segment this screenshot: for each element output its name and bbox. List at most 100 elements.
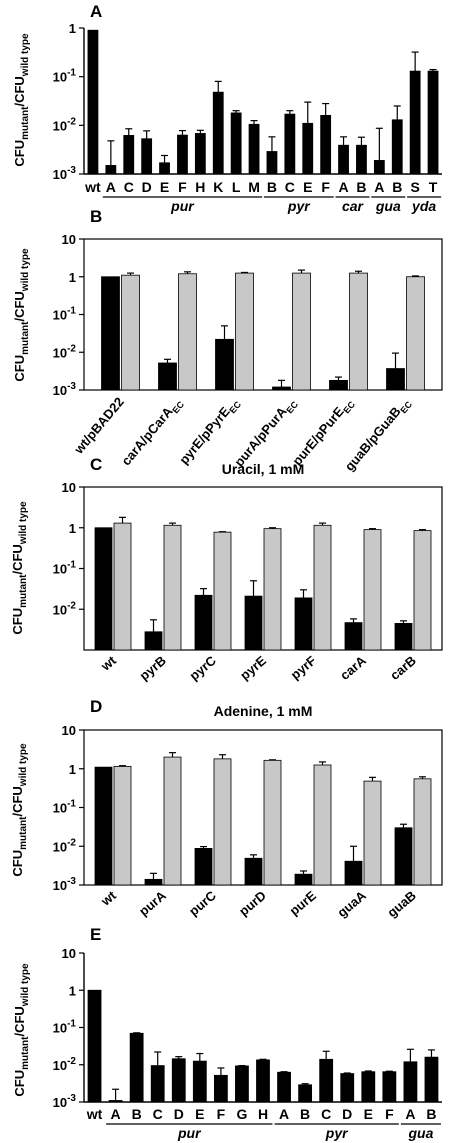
x-tick-label: A [405, 1106, 415, 1122]
x-tick-label: C [124, 179, 134, 195]
bar [213, 758, 232, 886]
x-tick-label: F [385, 1106, 394, 1122]
y-tick-label: 10 [62, 232, 76, 247]
x-tick-label: guaB [384, 888, 419, 920]
panel-letter: B [90, 207, 102, 226]
x-tick-label: B [267, 179, 277, 195]
panel-D: 10 1 10-1 10-2 10-3 D Adenine, 1 mM wt purA purC p… [53, 697, 443, 920]
bar [386, 368, 405, 391]
x-tick-label-text: purA [136, 887, 169, 918]
y-axis-label: CFUmutant/CFUwild type [12, 33, 31, 167]
y-tick-label: 10-1 [53, 68, 77, 85]
panel-C: 10 1 10-1 10-2 C Uracil, 1 mM wt pyrB pyrC pyrE py… [53, 455, 443, 683]
bar [178, 273, 197, 391]
x-tick-label: C [285, 179, 295, 195]
x-tick-label: carA [337, 652, 369, 682]
x-tick-label-text: guaA [334, 887, 369, 920]
x-tick-label: B [426, 1106, 436, 1122]
bar [409, 70, 421, 175]
bar [329, 379, 348, 391]
bar [382, 1071, 397, 1103]
bar [266, 151, 278, 175]
bar [144, 631, 163, 651]
panel-letter: E [90, 925, 101, 944]
bar [194, 594, 213, 651]
bar [94, 527, 113, 651]
x-tick-label-text: wt [97, 887, 119, 909]
y-tick-label: 10 [62, 723, 76, 738]
x-tick-label: F [178, 179, 187, 195]
bar [292, 272, 311, 391]
x-tick-label: wt [97, 652, 119, 674]
plot-frame [83, 729, 443, 886]
y-tick-label: 10-2 [53, 1056, 77, 1073]
bar [194, 133, 206, 175]
bar [159, 162, 170, 175]
bar [121, 274, 140, 391]
x-tick-label: pyrE [237, 653, 269, 683]
bar [361, 1071, 376, 1103]
x-tick-label: A [338, 179, 348, 195]
x-tick-label: wt [97, 887, 119, 909]
group-label: pyr [287, 198, 311, 214]
bar [213, 531, 232, 651]
x-tick-label: purD [236, 888, 269, 919]
plot-frame [83, 486, 443, 651]
y-axis-label-text: CFUmutant/CFUwild type [10, 501, 29, 635]
y-tick-label: 1 [69, 521, 76, 536]
bar [319, 1058, 334, 1103]
x-tick-label: wt/pBAD22 [71, 394, 127, 457]
y-axis-label-text: CFUmutant/CFUwild type [12, 248, 31, 382]
x-tick-label: A [106, 179, 116, 195]
x-tick-label: B [300, 1106, 310, 1122]
x-tick-label: purC [186, 887, 219, 918]
bar [298, 1084, 313, 1103]
y-axis-label: CFUmutant/CFUwild type [12, 248, 31, 382]
x-tick-label: purA [136, 887, 169, 918]
group-label: gua [407, 1125, 433, 1141]
bar [129, 1032, 144, 1103]
bar [150, 1065, 165, 1103]
bar [344, 622, 363, 651]
group-label: pyr [325, 1125, 349, 1141]
bar [302, 122, 314, 175]
y-axis-label: CFUmutant/CFUwild type [10, 501, 29, 635]
bar [356, 144, 367, 175]
y-tick-label: 10-3 [53, 165, 77, 182]
y-tick-label: 1 [69, 21, 76, 36]
y-tick-label: 10-1 [53, 560, 77, 577]
panel-letter: C [90, 455, 102, 474]
y-tick-label: 10-2 [53, 116, 77, 133]
bar [294, 873, 313, 886]
bar [263, 528, 282, 651]
bar [105, 165, 117, 175]
panel-letter: D [90, 697, 102, 716]
bar [144, 878, 163, 886]
panel-title: Uracil, 1 mM [222, 461, 304, 477]
x-tick-label: M [248, 179, 260, 195]
bar [113, 522, 132, 651]
y-tick-label: 10 [62, 480, 76, 495]
bar [344, 860, 363, 886]
x-tick-label: F [217, 1106, 226, 1122]
y-tick-label: 1 [69, 983, 76, 998]
bar [235, 272, 254, 391]
y-tick-label: 10-2 [53, 600, 77, 617]
x-tick-label: S [410, 179, 419, 195]
bar [363, 529, 382, 651]
x-tick-label: pyrF [288, 653, 319, 683]
group-label: yda [411, 198, 436, 214]
x-tick-label: A [374, 179, 384, 195]
bar [413, 530, 432, 651]
x-tick-label: wt [86, 1106, 103, 1122]
bar [87, 29, 99, 175]
bar [213, 1074, 228, 1103]
bar [294, 597, 313, 651]
bar [272, 386, 291, 391]
x-tick-label-text: purC [186, 887, 219, 918]
x-tick-label: B [392, 179, 402, 195]
bar [349, 272, 368, 391]
x-tick-label-text: purE [287, 888, 320, 919]
bar [163, 524, 182, 651]
bar [391, 119, 403, 175]
